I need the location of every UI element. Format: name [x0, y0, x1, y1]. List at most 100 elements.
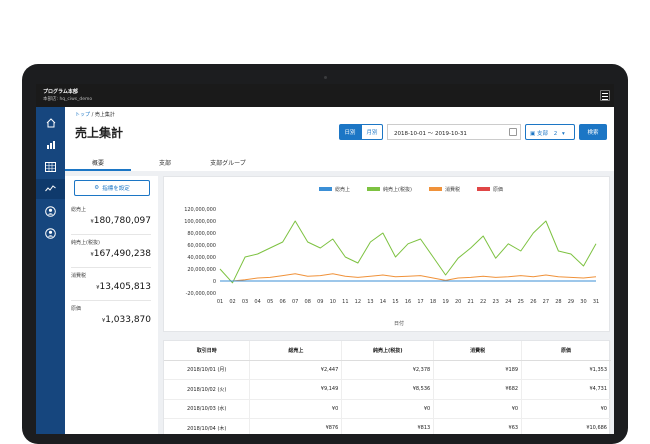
calendar-icon[interactable] — [509, 128, 517, 136]
user-circle-icon — [45, 205, 56, 217]
x-tick-label: 12 — [355, 299, 361, 305]
sidebar — [36, 107, 65, 434]
x-tick-label: 26 — [530, 299, 536, 305]
table-cell: ¥10,686 — [521, 418, 611, 434]
x-tick-label: 19 — [442, 299, 448, 305]
x-tick-label: 01 — [217, 299, 223, 305]
kpi-cost: 原価 ¥1,033,870 — [71, 301, 151, 334]
x-tick-label: 13 — [367, 299, 373, 305]
table-cell: ¥813 — [341, 418, 435, 434]
table-cell: ¥876 — [249, 418, 343, 434]
sidebar-item-table[interactable] — [36, 157, 65, 177]
y-tick-label: 80,000,000 — [187, 231, 216, 237]
menu-icon[interactable] — [600, 90, 610, 101]
x-tick-label: 22 — [480, 299, 486, 305]
table-cell: 2018/10/01 (月) — [164, 360, 251, 380]
table-cell: ¥0 — [341, 399, 435, 419]
bar-chart-icon — [46, 141, 55, 149]
kpi-label: 消費税 — [71, 273, 87, 279]
daily-toggle-button[interactable]: 日別 — [339, 124, 361, 140]
set-metrics-label: 指標を設定 — [102, 186, 130, 192]
series-line — [220, 273, 597, 282]
x-tick-label: 09 — [317, 299, 323, 305]
table-cell: ¥1,353 — [521, 360, 611, 380]
kpi-panel: ⚙ 指標を設定 総売上 ¥180,780,097 純売上(税抜) ¥167,49… — [65, 176, 158, 434]
kpi-gross-sales: 総売上 ¥180,780,097 — [71, 202, 151, 235]
table-row[interactable]: 2018/10/03 (水) ¥0 ¥0 ¥0 ¥0 — [164, 399, 611, 419]
table-cell: ¥0 — [433, 399, 523, 419]
table-cell: ¥2,378 — [341, 360, 435, 380]
table-row[interactable]: 2018/10/02 (火) ¥9,149 ¥8,536 ¥682 ¥4,731 — [164, 379, 611, 400]
x-tick-label: 18 — [430, 299, 436, 305]
column-header[interactable]: 純売上(税抜) — [341, 341, 435, 361]
y-tick-label: 20,000,000 — [187, 267, 216, 273]
legend-swatch — [319, 187, 332, 191]
page-header: トップ / 売上集計 売上集計 日別 月別 2018-10-01 〜 2019-… — [65, 107, 614, 171]
table-cell: 2018/10/02 (火) — [164, 379, 251, 400]
home-icon — [46, 118, 55, 128]
kpi-value: ¥13,405,813 — [96, 282, 151, 292]
x-tick-label: 27 — [543, 299, 549, 305]
x-tick-label: 31 — [593, 299, 599, 305]
sidebar-item-account[interactable] — [36, 223, 65, 243]
page-title: 売上集計 — [75, 126, 124, 140]
kpi-value: ¥167,490,238 — [90, 249, 151, 259]
top-bar: プログラム本部 本部店: hq_ciws_demo — [36, 84, 614, 107]
breadcrumb-home-link[interactable]: トップ — [75, 112, 91, 118]
sidebar-item-users[interactable] — [36, 201, 65, 221]
kpi-label: 原価 — [71, 306, 82, 312]
branch-select-label: 支部 — [536, 131, 548, 137]
set-metrics-button[interactable]: ⚙ 指標を設定 — [74, 180, 150, 196]
screen: プログラム本部 本部店: hq_ciws_demo トップ / 売上集計 — [36, 84, 614, 434]
table-cell: 2018/10/04 (木) — [164, 418, 251, 434]
x-tick-label: 08 — [305, 299, 311, 305]
column-header[interactable]: 総売上 — [249, 341, 343, 361]
sidebar-item-sales-summary[interactable] — [36, 179, 65, 199]
x-tick-label: 29 — [568, 299, 574, 305]
line-chart-icon — [45, 185, 56, 192]
search-button[interactable]: 検索 — [579, 124, 607, 140]
table-cell: ¥682 — [433, 379, 523, 400]
table-cell: ¥63 — [433, 418, 523, 434]
table-cell: 2018/10/03 (水) — [164, 399, 251, 419]
y-tick-label: 60,000,000 — [187, 243, 216, 249]
y-tick-label: 120,000,000 — [184, 207, 216, 213]
column-header[interactable]: 消費税 — [433, 341, 523, 361]
table-header-row: 取引日時 総売上 純売上(税抜) 消費税 原価 — [164, 341, 611, 361]
x-tick-label: 17 — [417, 299, 423, 305]
sales-chart-card: 総売上 純売上(税抜) 消費税 原価 -20,000,000 0 20,000,000 40… — [163, 176, 610, 332]
sales-table-card: 取引日時 総売上 純売上(税抜) 消費税 原価 2018/10/01 (月) ¥… — [163, 340, 611, 434]
y-tick-label: 0 — [213, 279, 216, 285]
legend-label: 総売上 — [335, 186, 350, 193]
date-range-input[interactable]: 2018-10-01 〜 2019-10-31 — [387, 124, 521, 140]
y-tick-label: 100,000,000 — [184, 219, 216, 225]
table-cell: ¥189 — [433, 360, 523, 380]
sales-table: 取引日時 総売上 純売上(税抜) 消費税 原価 2018/10/01 (月) ¥… — [164, 341, 611, 434]
column-header[interactable]: 原価 — [521, 341, 611, 361]
x-tick-label: 15 — [392, 299, 398, 305]
table-row[interactable]: 2018/10/01 (月) ¥2,447 ¥2,378 ¥189 ¥1,353 — [164, 360, 611, 380]
sidebar-item-home[interactable] — [36, 113, 65, 133]
sidebar-item-reports[interactable] — [36, 135, 65, 155]
x-tick-label: 16 — [405, 299, 411, 305]
y-tick-label: 40,000,000 — [187, 255, 216, 261]
legend-swatch — [367, 187, 380, 191]
tab-branch-group[interactable]: 支部グループ — [210, 160, 246, 167]
tab-branch[interactable]: 支部 — [158, 160, 171, 167]
store-icon: ▣ — [530, 131, 536, 137]
x-tick-label: 10 — [330, 299, 336, 305]
x-tick-label: 23 — [493, 299, 499, 305]
tab-overview[interactable]: 概要 — [65, 155, 131, 171]
table-cell: ¥2,447 — [249, 360, 343, 380]
table-row[interactable]: 2018/10/04 (木) ¥876 ¥813 ¥63 ¥10,686 — [164, 418, 611, 434]
table-cell: ¥4,731 — [521, 379, 611, 400]
branch-select[interactable]: ▣ 支部 2 ▾ — [525, 124, 575, 140]
x-tick-label: 14 — [380, 299, 386, 305]
monthly-toggle-button[interactable]: 月別 — [361, 124, 383, 140]
kpi-consumption-tax: 消費税 ¥13,405,813 — [71, 268, 151, 301]
kpi-label: 純売上(税抜) — [71, 240, 100, 246]
x-tick-label: 30 — [580, 299, 586, 305]
column-header[interactable]: 取引日時 — [164, 341, 251, 361]
camera — [324, 76, 327, 79]
table-icon — [45, 162, 56, 172]
